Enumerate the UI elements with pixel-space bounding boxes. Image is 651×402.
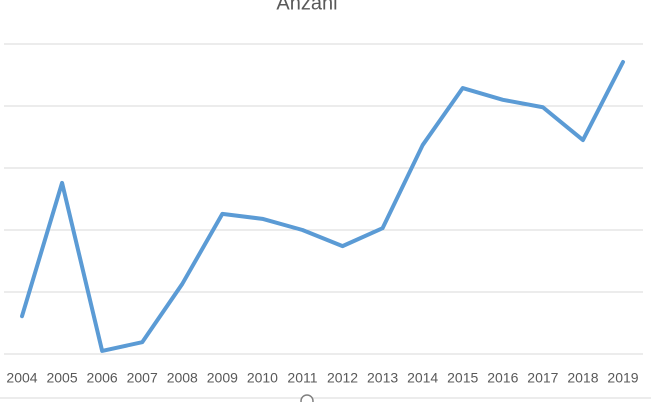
resize-handle — [300, 394, 314, 402]
chart-title: Anzani — [276, 0, 337, 14]
x-tick-label: 2014 — [407, 370, 438, 386]
x-tick-label: 2006 — [87, 370, 118, 386]
x-tick-label: 2005 — [46, 370, 77, 386]
x-tick-label: 2016 — [487, 370, 518, 386]
x-tick-label: 2017 — [527, 370, 558, 386]
x-tick-label: 2011 — [287, 370, 317, 386]
x-tick-label: 2007 — [127, 370, 158, 386]
series-line — [20, 59, 625, 353]
x-tick-label: 2013 — [367, 370, 398, 386]
x-tick-label: 2019 — [607, 370, 638, 386]
x-tick-label: 2012 — [327, 370, 358, 386]
x-tick-label: 2008 — [167, 370, 198, 386]
x-tick-label: 2004 — [6, 370, 37, 386]
x-tick-label: 2018 — [567, 370, 598, 386]
x-tick-label: 2009 — [207, 370, 238, 386]
x-tick-label: 2015 — [447, 370, 478, 386]
x-tick-label: 2010 — [247, 370, 278, 386]
